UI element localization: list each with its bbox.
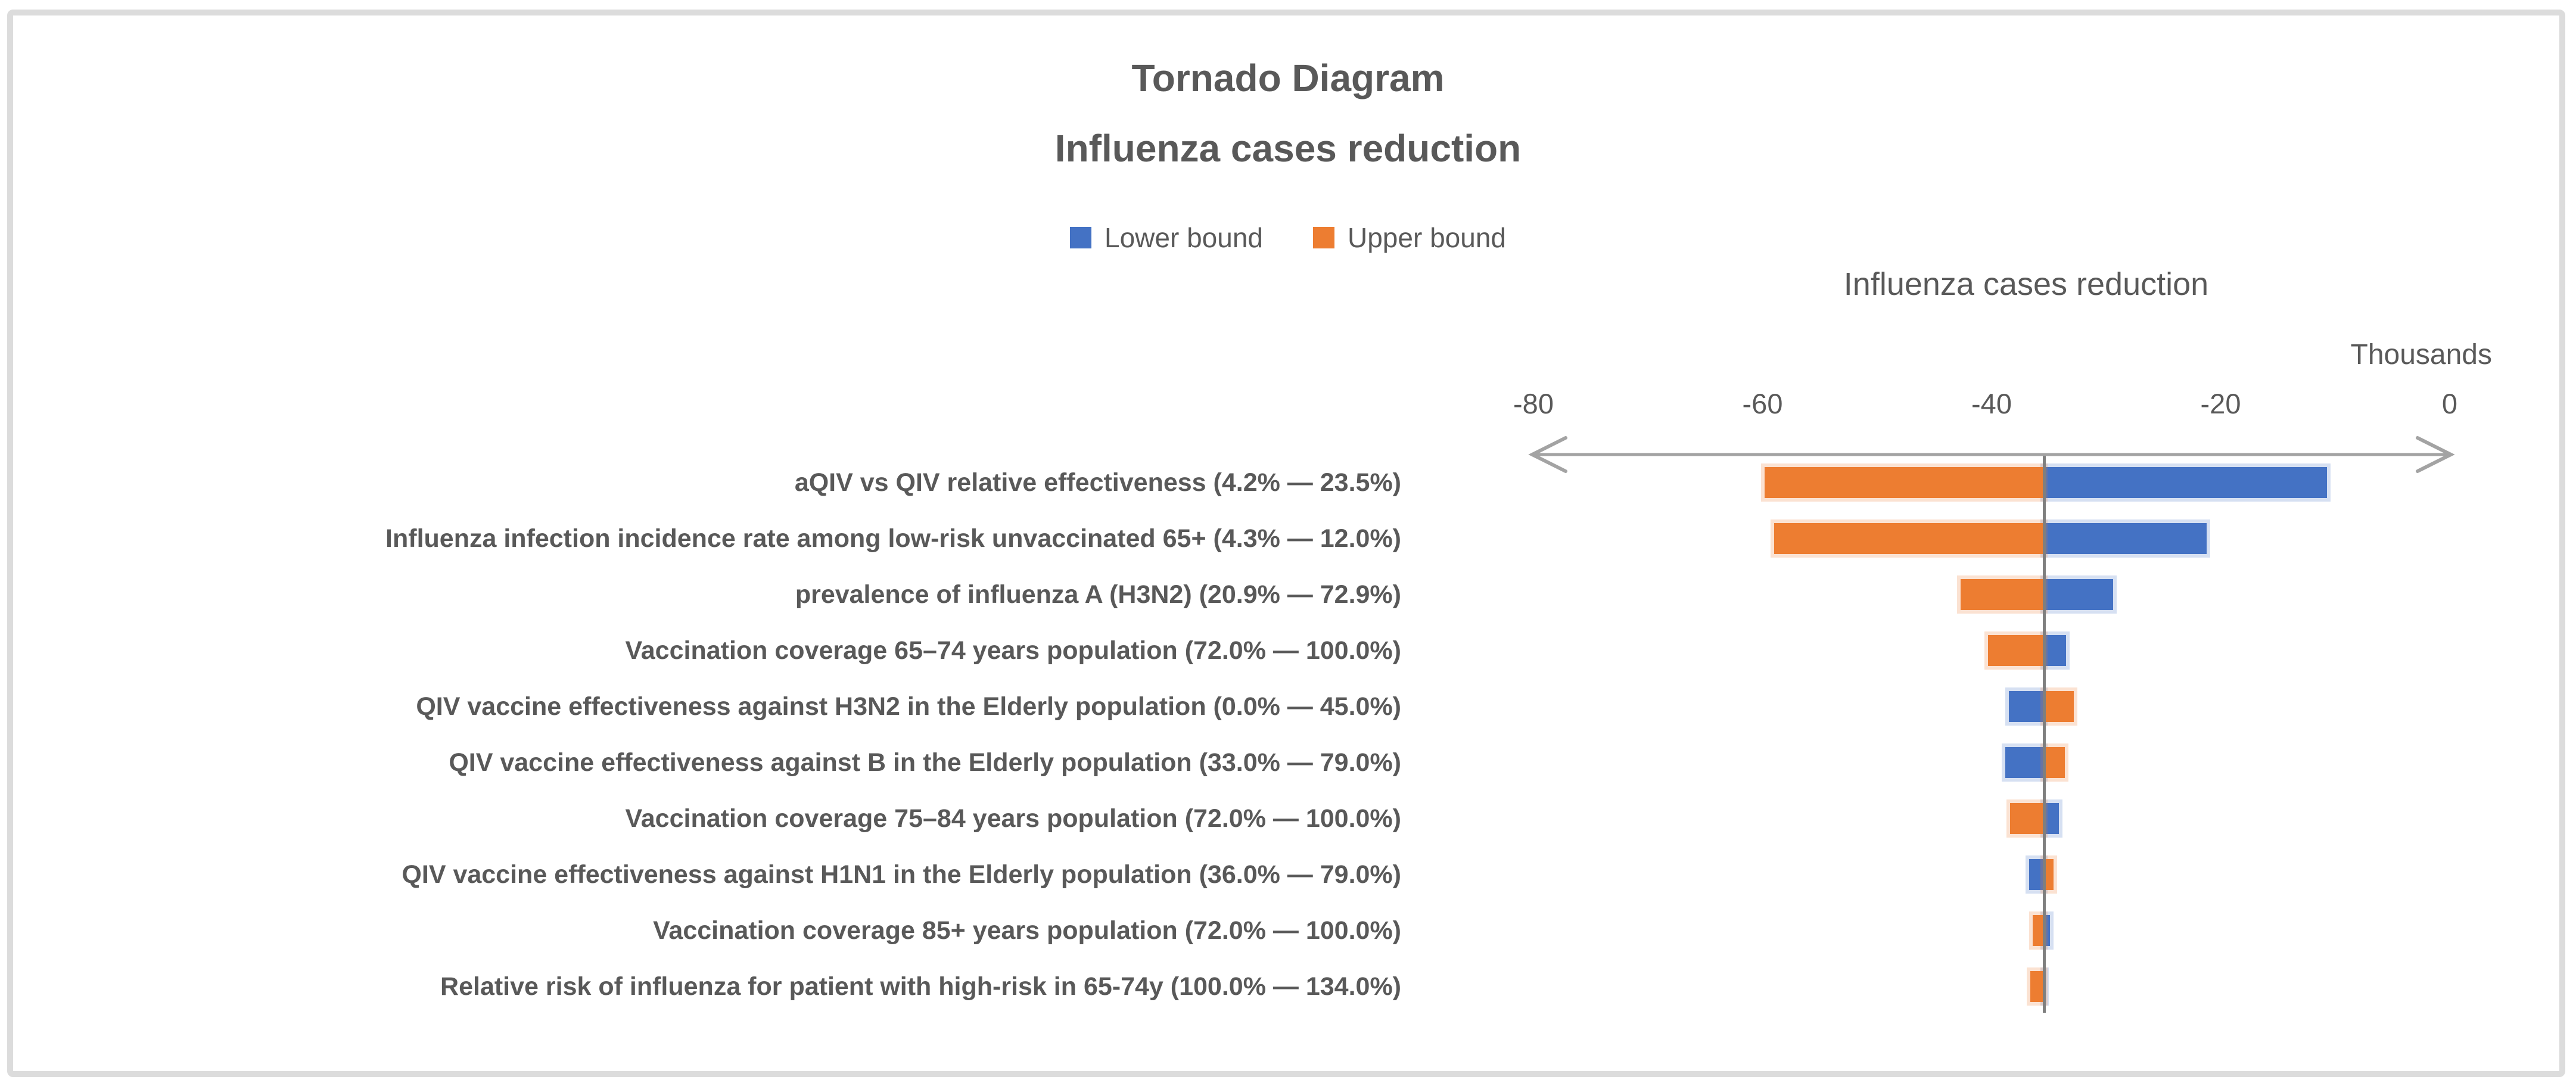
category-label: Vaccination coverage 85+ years populatio… [653, 916, 1401, 945]
base-value-line [2042, 455, 2046, 1013]
upper-bound-bar [2044, 691, 2074, 722]
x-tick-label: -80 [1513, 388, 1554, 419]
upper-bound-bar [2030, 971, 2045, 1002]
lower-bound-bar [2008, 691, 2045, 722]
upper-bound-bar [1988, 635, 2045, 666]
legend-label: Lower bound [1105, 222, 1263, 253]
category-label: prevalence of influenza A (H3N2) (20.9% … [795, 580, 1401, 609]
legend-swatch-lower_bound [1070, 227, 1092, 248]
chart-title-line2: Influenza cases reduction [1054, 127, 1522, 170]
legend: Lower bound Upper bound [0, 222, 2576, 254]
upper-bound-bar [2009, 803, 2045, 834]
x-tick-label: -40 [1971, 388, 2012, 419]
lower-bound-bar [2044, 635, 2066, 666]
legend-label: Upper bound [1348, 222, 1506, 253]
category-label: Influenza infection incidence rate among… [385, 524, 1401, 553]
category-label: QIV vaccine effectiveness against H1N1 i… [402, 860, 1401, 889]
lower-bound-bar [2005, 747, 2045, 778]
upper-bound-bar [1774, 523, 2045, 554]
lower-bound-bar [2044, 523, 2207, 554]
legend-item-lower_bound: Lower bound [1070, 222, 1263, 254]
lower-bound-bar [2029, 859, 2045, 890]
category-label: Vaccination coverage 75–84 years populat… [625, 804, 1401, 833]
chart-title: Tornado Diagram Influenza cases reductio… [0, 43, 2576, 183]
axis-units-label: Thousands [2350, 339, 2493, 371]
legend-item-upper_bound: Upper bound [1313, 222, 1506, 254]
legend-swatch-upper_bound [1313, 227, 1334, 248]
x-tick-label: -20 [2200, 388, 2241, 419]
lower-bound-bar [2044, 803, 2059, 834]
x-axis-title: Influenza cases reduction [1843, 266, 2209, 302]
x-tick-label: -60 [1742, 388, 1783, 419]
category-label: Relative risk of influenza for patient w… [440, 972, 1401, 1001]
category-label: Vaccination coverage 65–74 years populat… [625, 636, 1401, 665]
upper-bound-bar [1765, 467, 2045, 498]
upper-bound-bar [2033, 915, 2045, 946]
lower-bound-bar [2044, 579, 2113, 610]
upper-bound-bar [2044, 859, 2054, 890]
category-label: QIV vaccine effectiveness against H3N2 i… [416, 692, 1401, 721]
lower-bound-bar [2044, 467, 2328, 498]
upper-bound-bar [2044, 747, 2065, 778]
lower-bound-bar [2044, 915, 2051, 946]
category-label: aQIV vs QIV relative effectiveness (4.2%… [794, 468, 1401, 497]
chart-title-line1: Tornado Diagram [1131, 57, 1445, 99]
x-tick-label: 0 [2441, 388, 2458, 419]
category-label: QIV vaccine effectiveness against B in t… [449, 748, 1401, 777]
upper-bound-bar [1961, 579, 2045, 610]
